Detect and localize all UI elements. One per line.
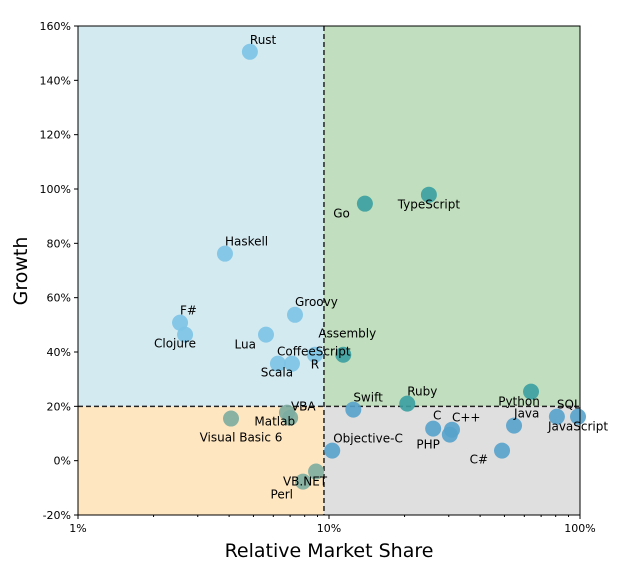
data-point-vb-net <box>308 463 325 480</box>
point-label-swift: Swift <box>353 391 383 405</box>
x-tick-label: 100% <box>564 522 595 535</box>
data-point-lua <box>257 326 274 343</box>
data-point-clojure <box>177 326 194 343</box>
point-label-assembly: Assembly <box>318 327 376 341</box>
quadrant-top-left <box>78 26 324 407</box>
point-label-typescript: TypeScript <box>397 198 461 212</box>
point-label-lua: Lua <box>235 338 256 352</box>
quadrant-bottom-left <box>78 406 324 515</box>
y-tick-label: 140% <box>40 74 71 87</box>
point-label-clojure: Clojure <box>154 337 196 351</box>
point-label-matlab: Matlab <box>254 415 295 429</box>
point-label-c: C <box>433 409 441 423</box>
x-axis-label: Relative Market Share <box>225 540 434 562</box>
data-point-javascript <box>570 408 587 425</box>
point-label-go: Go <box>333 207 350 221</box>
y-tick-label: 20% <box>47 400 71 413</box>
point-label-haskell: Haskell <box>225 235 268 249</box>
y-tick-label: 100% <box>40 183 71 196</box>
data-point-c <box>425 420 442 437</box>
point-label-c: C# <box>470 453 488 467</box>
data-point-typescript <box>420 186 437 203</box>
data-point-visual-basic-6 <box>223 410 240 427</box>
point-label-scala: Scala <box>261 366 293 380</box>
data-point-scala <box>269 355 286 372</box>
point-label-php: PHP <box>416 438 440 452</box>
point-label-objective-c: Objective-C <box>333 432 403 446</box>
data-point-r <box>306 346 323 363</box>
y-tick-label: 120% <box>40 129 71 142</box>
data-point-assembly <box>335 346 352 363</box>
point-label-vb-net: VB.NET <box>283 475 328 489</box>
y-axis-label: Growth <box>10 237 32 306</box>
data-point-matlab <box>282 409 299 426</box>
point-label-sql: SQL <box>557 398 581 412</box>
quadrant-top-right <box>323 26 580 407</box>
y-tick-label: 60% <box>47 292 71 305</box>
data-point-objective-c <box>324 442 341 459</box>
point-label-ruby: Ruby <box>407 385 437 399</box>
data-point-f <box>172 314 189 331</box>
point-label-vba: VBA <box>291 400 316 414</box>
y-tick-label: 0% <box>54 455 71 468</box>
point-label-javascript: JavaScript <box>547 420 608 434</box>
point-label-c: C++ <box>452 411 481 425</box>
data-point-go <box>356 195 373 212</box>
y-tick-label: 160% <box>40 20 71 33</box>
y-tick-label: 40% <box>47 346 71 359</box>
data-point-swift <box>345 401 362 418</box>
data-point-groovy <box>286 306 303 323</box>
point-label-groovy: Groovy <box>295 295 338 309</box>
point-label-perl: Perl <box>271 488 293 502</box>
point-label-python: Python <box>498 395 540 409</box>
data-point-rust <box>241 43 258 60</box>
point-label-java: Java <box>513 407 539 421</box>
point-label-visual-basic-6: Visual Basic 6 <box>200 431 283 445</box>
data-point-java <box>506 417 523 434</box>
data-point-python <box>523 383 540 400</box>
data-point-coffeescript <box>283 355 300 372</box>
data-point-c <box>494 442 511 459</box>
point-label-f: F# <box>180 304 197 318</box>
data-point-c <box>443 421 460 438</box>
data-point-perl <box>295 473 312 490</box>
y-tick-label: 80% <box>47 237 71 250</box>
data-point-sql <box>548 408 565 425</box>
point-label-coffeescript: CoffeeScript <box>277 345 351 359</box>
x-tick-label: 1% <box>69 522 86 535</box>
data-point-ruby <box>399 395 416 412</box>
data-point-haskell <box>216 245 233 262</box>
x-tick-label: 10% <box>317 522 341 535</box>
point-label-r: R <box>311 358 319 372</box>
point-label-rust: Rust <box>250 33 277 47</box>
y-tick-label: -20% <box>43 509 71 522</box>
